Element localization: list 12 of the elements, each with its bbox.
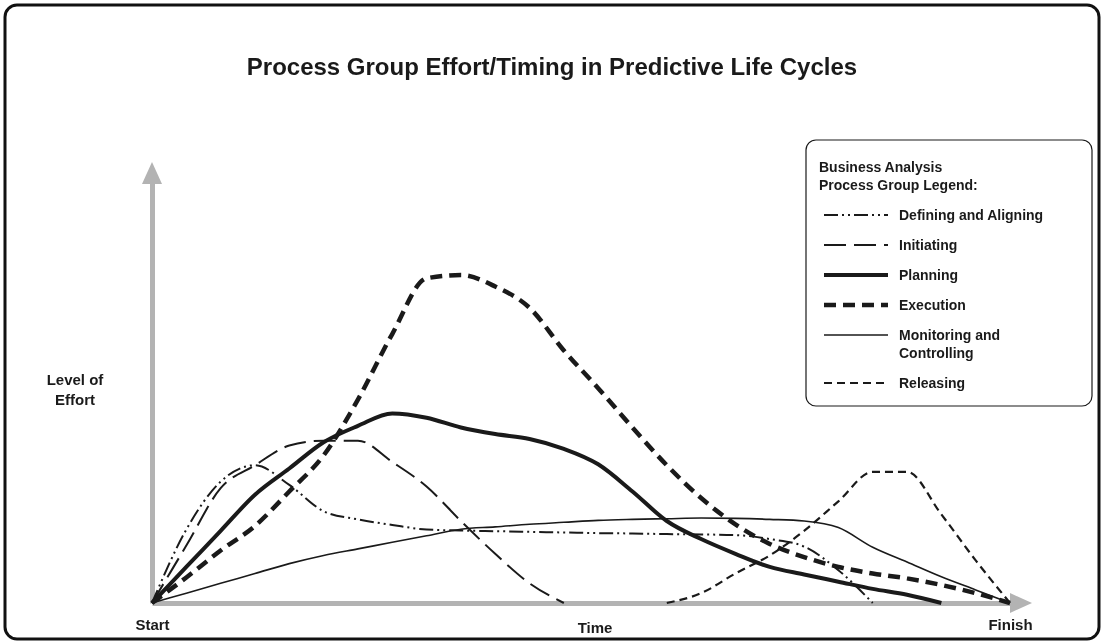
legend-label: Defining and Aligning xyxy=(899,207,1044,223)
legend-label: Execution xyxy=(899,297,966,313)
legend-title: Business Analysis Process Group Legend: xyxy=(819,159,978,193)
legend-label: Releasing xyxy=(899,375,966,391)
x-axis-title: Time xyxy=(577,619,613,636)
x-tick-label: Finish xyxy=(988,615,1033,633)
legend-label: Monitoring and Controlling xyxy=(899,327,1001,361)
x-tick-label: Start xyxy=(135,615,170,633)
chart-title: Process Group Effort/Timing in Predictive Life Cycles xyxy=(246,53,858,80)
legend-label: Initiating xyxy=(899,237,958,253)
legend-label: Planning xyxy=(899,267,959,283)
y-axis-title: Level of Effort xyxy=(46,371,105,408)
